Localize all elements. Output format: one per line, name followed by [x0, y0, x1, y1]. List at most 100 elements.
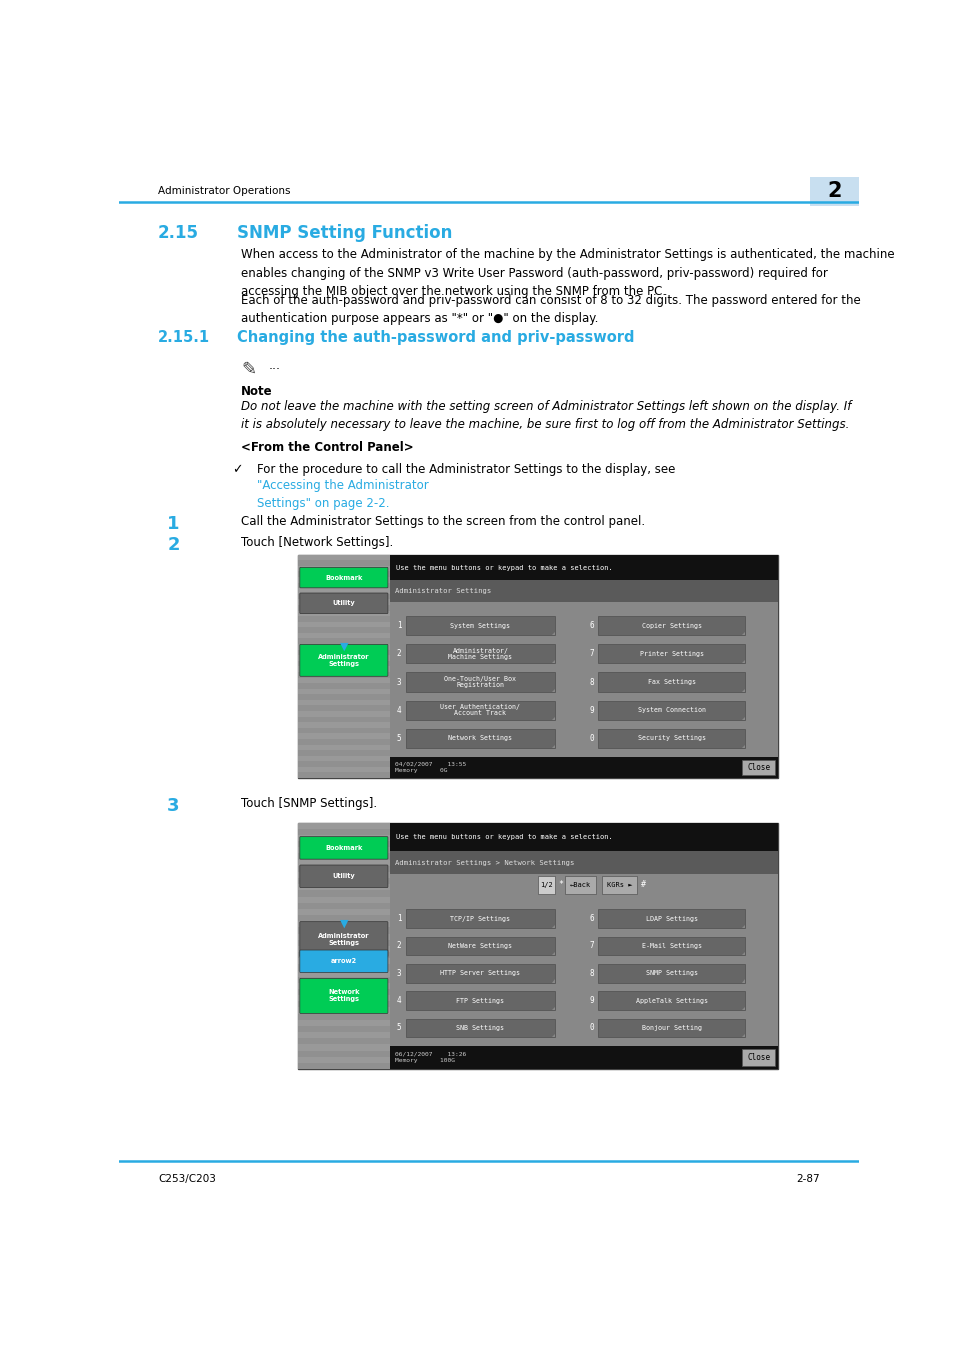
- Polygon shape: [552, 980, 555, 983]
- Bar: [297, 672, 390, 678]
- Bar: [405, 991, 555, 1010]
- Bar: [405, 672, 555, 691]
- Bar: [598, 616, 744, 634]
- Text: Security Settings: Security Settings: [637, 736, 705, 741]
- Polygon shape: [552, 632, 555, 634]
- Text: 2-87: 2-87: [796, 1173, 819, 1184]
- Text: ▼: ▼: [339, 919, 348, 929]
- Text: SNMP Settings: SNMP Settings: [645, 971, 697, 976]
- Bar: [297, 555, 390, 778]
- Bar: [598, 729, 744, 748]
- Bar: [598, 672, 744, 691]
- FancyBboxPatch shape: [299, 644, 388, 676]
- Bar: [297, 927, 390, 934]
- Polygon shape: [552, 1007, 555, 1010]
- Bar: [405, 937, 555, 956]
- Bar: [297, 738, 390, 744]
- Text: Do not leave the machine with the setting screen of Administrator Settings left : Do not leave the machine with the settin…: [241, 400, 850, 432]
- Bar: [297, 1002, 390, 1007]
- Text: Call the Administrator Settings to the screen from the control panel.: Call the Administrator Settings to the s…: [241, 514, 644, 528]
- Polygon shape: [552, 717, 555, 720]
- Text: For the procedure to call the Administrator Settings to the display, see: For the procedure to call the Administra…: [257, 463, 679, 477]
- Text: 2: 2: [167, 536, 179, 555]
- Text: Close: Close: [746, 1053, 769, 1062]
- Polygon shape: [741, 660, 744, 663]
- Bar: [598, 1019, 744, 1037]
- Bar: [390, 555, 778, 580]
- Bar: [598, 701, 744, 720]
- Bar: [598, 937, 744, 956]
- Text: 6: 6: [589, 621, 593, 630]
- Text: 3: 3: [396, 678, 401, 687]
- Polygon shape: [741, 1034, 744, 1037]
- Bar: [297, 728, 390, 733]
- Text: ✓: ✓: [232, 463, 242, 477]
- Text: User Authentication/
Account Track: User Authentication/ Account Track: [440, 703, 519, 717]
- Text: 3: 3: [167, 798, 179, 815]
- Text: 5: 5: [396, 734, 401, 743]
- Text: LDAP Settings: LDAP Settings: [645, 915, 697, 922]
- Text: Use the menu buttons or keypad to make a selection.: Use the menu buttons or keypad to make a…: [396, 834, 613, 840]
- Text: Administrator
Settings: Administrator Settings: [317, 653, 369, 667]
- Text: 1/2: 1/2: [539, 882, 552, 888]
- Bar: [297, 1026, 390, 1033]
- Text: 9: 9: [589, 996, 593, 1004]
- Text: 1: 1: [396, 621, 401, 630]
- Text: Fax Settings: Fax Settings: [647, 679, 695, 684]
- Polygon shape: [552, 688, 555, 691]
- Text: Administrator
Settings: Administrator Settings: [317, 933, 369, 946]
- Bar: [297, 772, 390, 778]
- Text: Bookmark: Bookmark: [325, 845, 362, 850]
- Text: Touch [SNMP Settings].: Touch [SNMP Settings].: [241, 798, 376, 810]
- Text: 0: 0: [589, 1023, 593, 1033]
- Bar: [297, 853, 390, 860]
- Bar: [390, 757, 778, 778]
- Text: 4: 4: [396, 706, 401, 714]
- Text: Each of the auth-password and priv-password can consist of 8 to 32 digits. The p: Each of the auth-password and priv-passw…: [241, 294, 860, 325]
- Bar: [564, 876, 595, 894]
- Polygon shape: [741, 632, 744, 634]
- Text: 7: 7: [589, 649, 593, 659]
- Text: 9: 9: [589, 706, 593, 714]
- Bar: [405, 910, 555, 927]
- Bar: [297, 1014, 390, 1019]
- Text: Touch [Network Settings].: Touch [Network Settings].: [241, 536, 393, 549]
- Bar: [297, 583, 390, 589]
- Bar: [297, 649, 390, 655]
- Bar: [297, 822, 778, 1069]
- Bar: [297, 628, 390, 633]
- Polygon shape: [552, 660, 555, 663]
- Text: 2: 2: [396, 649, 401, 659]
- Text: When access to the Administrator of the machine by the Administrator Settings is: When access to the Administrator of the …: [241, 248, 894, 298]
- Text: Note: Note: [241, 385, 273, 398]
- Bar: [297, 605, 390, 610]
- Text: 8: 8: [589, 678, 593, 687]
- Bar: [297, 891, 390, 896]
- Polygon shape: [552, 925, 555, 927]
- Text: ←Back: ←Back: [569, 882, 590, 888]
- Text: FTP Settings: FTP Settings: [456, 998, 504, 1003]
- Text: 06/12/2007    13:26
Memory      100G: 06/12/2007 13:26 Memory 100G: [395, 1052, 466, 1062]
- Bar: [297, 706, 390, 711]
- Bar: [390, 555, 778, 778]
- Bar: [405, 729, 555, 748]
- FancyBboxPatch shape: [299, 950, 388, 972]
- Bar: [297, 660, 390, 667]
- Text: System Connection: System Connection: [637, 707, 705, 713]
- Text: Printer Settings: Printer Settings: [639, 651, 703, 657]
- Bar: [405, 1019, 555, 1037]
- Polygon shape: [741, 745, 744, 748]
- Bar: [297, 1062, 390, 1069]
- Bar: [297, 560, 390, 566]
- Text: ...: ...: [269, 359, 280, 373]
- FancyBboxPatch shape: [299, 979, 388, 1014]
- Bar: [297, 555, 778, 778]
- Polygon shape: [741, 952, 744, 956]
- Text: Utility: Utility: [333, 873, 355, 879]
- Text: E-Mail Settings: E-Mail Settings: [641, 942, 701, 949]
- Bar: [297, 940, 390, 946]
- Bar: [390, 580, 778, 602]
- Text: Administrator Settings: Administrator Settings: [395, 589, 491, 594]
- Text: Administrator Settings > Network Settings: Administrator Settings > Network Setting…: [395, 860, 574, 865]
- Text: TCP/IP Settings: TCP/IP Settings: [450, 915, 510, 922]
